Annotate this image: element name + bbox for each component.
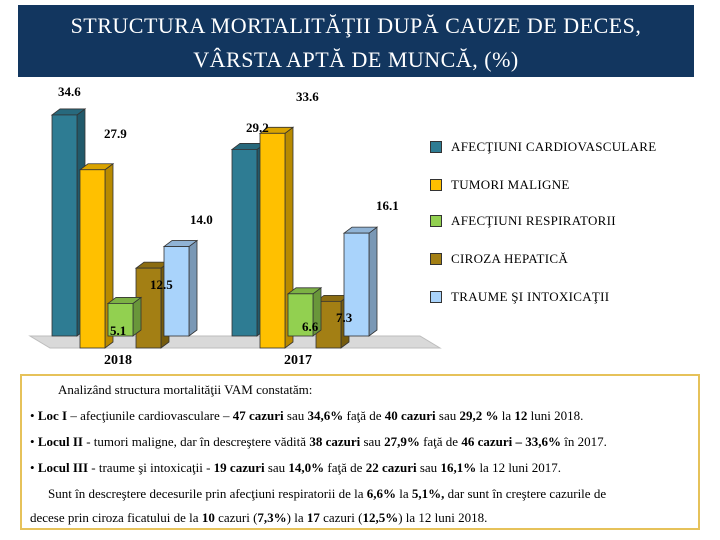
category-label: 2017 bbox=[284, 353, 312, 368]
text-run: sau bbox=[416, 460, 441, 475]
analysis-point-3: • Locul III - traume şi intoxicaţii - 19… bbox=[30, 460, 561, 476]
text-run: - tumori maligne, dar în descreştere văd… bbox=[82, 434, 310, 449]
bar bbox=[107, 303, 134, 337]
bar-side bbox=[368, 226, 378, 337]
bar bbox=[287, 293, 314, 337]
text-strong: 34,6% bbox=[307, 408, 344, 423]
rank-label: Locul II bbox=[37, 434, 83, 449]
text-strong: 12,5% bbox=[362, 510, 399, 525]
text-run: în 2017. bbox=[560, 434, 607, 449]
legend-swatch bbox=[430, 141, 442, 153]
bar bbox=[343, 232, 370, 337]
analysis-point-2: • Locul II - tumori maligne, dar în desc… bbox=[30, 434, 607, 450]
legend-swatch bbox=[430, 253, 442, 265]
analysis-point-5: decese prin ciroza ficatului de la 10 ca… bbox=[30, 510, 487, 526]
legend-item-cardiovascular: AFECŢIUNI CARDIOVASCULARE bbox=[430, 138, 657, 156]
text-strong: 7,3% bbox=[257, 510, 287, 525]
legend-item-respiratory: AFECŢIUNI RESPIRATORII bbox=[430, 212, 616, 230]
category-label: 2018 bbox=[104, 353, 132, 368]
text-strong: 16,1% bbox=[440, 460, 477, 475]
text-run: cazuri ( bbox=[319, 510, 363, 525]
text-run: sau bbox=[264, 460, 289, 475]
text-run: decese prin ciroza ficatului de la bbox=[30, 510, 202, 525]
text-strong: 5,1%, bbox=[411, 486, 445, 501]
title-banner: STRUCTURA MORTALITĂŢII DUPĂ CAUZE DE DEC… bbox=[18, 5, 694, 77]
text-strong: 19 cazuri bbox=[213, 460, 265, 475]
text-strong: 47 cazuri bbox=[232, 408, 284, 423]
analysis-text-box: Analizând structura mortalităţii VAM con… bbox=[20, 374, 700, 530]
text-run: – afecţiunile cardiovasculare – bbox=[67, 408, 233, 423]
text-run: - traume şi intoxicaţii - bbox=[88, 460, 214, 475]
data-label: 6.6 bbox=[302, 319, 319, 334]
bar-chart: 34.6 27.9 5.1 12.5 14.0 29.2 33.6 6.6 7.3 16.1 201… bbox=[28, 84, 442, 368]
text-strong: 14,0% bbox=[288, 460, 325, 475]
data-label: 33.6 bbox=[296, 89, 319, 104]
text-strong: 40 cazuri bbox=[384, 408, 436, 423]
text-run: la bbox=[396, 486, 412, 501]
bullet: • bbox=[30, 408, 38, 423]
chart-title-line-2: VÂRSTA APTĂ DE MUNCĂ, (%) bbox=[193, 47, 519, 72]
text-strong: 6,6% bbox=[366, 486, 396, 501]
legend-item-tumors: TUMORI MALIGNE bbox=[430, 176, 570, 194]
text-strong: 46 cazuri – 33,6% bbox=[461, 434, 561, 449]
text-strong: 22 cazuri bbox=[365, 460, 417, 475]
text-run: luni 2018. bbox=[527, 408, 584, 423]
text-run: la bbox=[498, 408, 515, 423]
text-run: sau bbox=[360, 434, 385, 449]
legend-label: TRAUME ŞI INTOXICAŢII bbox=[451, 289, 610, 304]
data-label: 29.2 bbox=[246, 120, 269, 135]
text-run: dar sunt în creştere cazurile de bbox=[444, 486, 607, 501]
data-label: 34.6 bbox=[58, 84, 81, 99]
text-run: ) la 12 luni 2018. bbox=[398, 510, 488, 525]
legend-label: AFECŢIUNI RESPIRATORII bbox=[451, 213, 616, 228]
text-run: faţă de bbox=[324, 460, 366, 475]
text-strong: 17 bbox=[306, 510, 320, 525]
analysis-point-4: Sunt în descreştere decesurile prin afec… bbox=[48, 486, 606, 502]
legend-label: AFECŢIUNI CARDIOVASCULARE bbox=[451, 139, 657, 154]
text-run: ) la bbox=[286, 510, 307, 525]
text-run: faţă de bbox=[343, 408, 385, 423]
text-strong: 29,2 % bbox=[459, 408, 499, 423]
data-label: 16.1 bbox=[376, 198, 399, 213]
text-run: sau bbox=[435, 408, 460, 423]
text-run: faţă de bbox=[419, 434, 462, 449]
chart-title-line-1: STRUCTURA MORTALITĂŢII DUPĂ CAUZE DE DEC… bbox=[70, 13, 642, 38]
analysis-intro: Analizând structura mortalităţii VAM con… bbox=[58, 382, 313, 397]
legend-swatch bbox=[430, 179, 442, 191]
text-run: la 12 luni 2017. bbox=[476, 460, 562, 475]
bar bbox=[51, 114, 78, 337]
data-label: 14.0 bbox=[190, 212, 213, 227]
legend-label: CIROZA HEPATICĂ bbox=[451, 251, 569, 266]
bar bbox=[79, 169, 106, 349]
rank-label: Loc I bbox=[37, 408, 68, 423]
bar bbox=[163, 246, 190, 337]
text-strong: 38 cazuri bbox=[309, 434, 361, 449]
text-strong: 27,9% bbox=[384, 434, 420, 449]
bar bbox=[231, 149, 258, 337]
data-label: 5.1 bbox=[110, 323, 126, 338]
bar-side bbox=[188, 239, 198, 337]
bar bbox=[259, 132, 286, 349]
bullet: • bbox=[30, 434, 38, 449]
text-strong: 12 bbox=[514, 408, 528, 423]
rank-label: Locul III bbox=[37, 460, 89, 475]
bullet: • bbox=[30, 460, 38, 475]
text-run: Sunt în descreştere decesurile prin afec… bbox=[48, 486, 367, 501]
text-run: cazuri ( bbox=[214, 510, 258, 525]
legend-swatch bbox=[430, 215, 442, 227]
data-label: 7.3 bbox=[336, 310, 353, 325]
bar-side bbox=[132, 296, 142, 337]
analysis-point-1: • Loc I – afecţiunile cardiovasculare – … bbox=[30, 408, 583, 424]
legend-swatch bbox=[430, 291, 442, 303]
text-strong: 10 bbox=[201, 510, 215, 525]
text-run: sau bbox=[283, 408, 308, 423]
data-label: 12.5 bbox=[150, 277, 173, 292]
legend-label: TUMORI MALIGNE bbox=[451, 177, 570, 192]
legend-item-cirrhosis: CIROZA HEPATICĂ bbox=[430, 250, 568, 268]
data-label: 27.9 bbox=[104, 126, 127, 141]
legend-item-trauma: TRAUME ŞI INTOXICAŢII bbox=[430, 288, 609, 306]
